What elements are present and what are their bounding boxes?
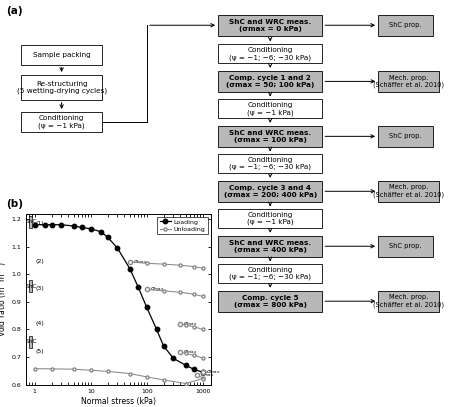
FancyBboxPatch shape [29, 216, 32, 228]
Text: $\sigma_\mathregular{max}$: $\sigma_\mathregular{max}$ [200, 371, 215, 379]
Text: ShC and WRC meas.
(σmax = 400 kPa): ShC and WRC meas. (σmax = 400 kPa) [229, 240, 311, 253]
FancyBboxPatch shape [21, 112, 102, 132]
Y-axis label: Void ratio (m$^3$ m$^{-3}$): Void ratio (m$^3$ m$^{-3}$) [0, 261, 9, 337]
Text: ShC prop.: ShC prop. [389, 133, 421, 139]
FancyBboxPatch shape [378, 181, 439, 202]
FancyBboxPatch shape [218, 71, 322, 92]
Text: (a): (a) [6, 6, 22, 16]
FancyBboxPatch shape [218, 209, 322, 228]
FancyBboxPatch shape [29, 280, 32, 292]
Text: (3): (3) [36, 286, 45, 291]
Text: ShC: ShC [26, 219, 37, 224]
Text: Comp. cycle 3 and 4
(σmax = 200; 400 kPa): Comp. cycle 3 and 4 (σmax = 200; 400 kPa… [224, 185, 317, 198]
Text: Conditioning
(ψ = −1; −6; −30 kPa): Conditioning (ψ = −1; −6; −30 kPa) [229, 47, 311, 61]
Text: Sample packing: Sample packing [33, 52, 91, 58]
FancyBboxPatch shape [218, 99, 322, 118]
FancyBboxPatch shape [29, 336, 32, 348]
Text: (4): (4) [36, 321, 45, 326]
Text: ShC prop.: ShC prop. [389, 243, 421, 249]
FancyBboxPatch shape [378, 236, 432, 257]
FancyBboxPatch shape [21, 45, 102, 65]
Text: $\sigma_\mathregular{max}$: $\sigma_\mathregular{max}$ [133, 258, 147, 266]
FancyBboxPatch shape [378, 15, 432, 36]
Text: Re-structuring
(5 wetting-drying cycles): Re-structuring (5 wetting-drying cycles) [17, 81, 107, 94]
Legend: Loading, Unloading: Loading, Unloading [157, 217, 208, 234]
Text: Conditioning
(ψ = −1 kPa): Conditioning (ψ = −1 kPa) [38, 115, 85, 129]
Text: (2): (2) [36, 259, 45, 264]
Text: Conditioning
(ψ = −1; −6; −30 kPa): Conditioning (ψ = −1; −6; −30 kPa) [229, 267, 311, 280]
Text: $\sigma_\mathregular{max}$: $\sigma_\mathregular{max}$ [149, 286, 164, 293]
Text: (b): (b) [6, 199, 23, 210]
FancyBboxPatch shape [218, 154, 322, 173]
FancyBboxPatch shape [378, 291, 439, 312]
FancyBboxPatch shape [218, 15, 322, 36]
FancyBboxPatch shape [218, 44, 322, 63]
FancyBboxPatch shape [378, 71, 439, 92]
Text: ShC prop.: ShC prop. [389, 22, 421, 28]
Text: Mech. prop.
(Schäffer et al. 2010): Mech. prop. (Schäffer et al. 2010) [373, 74, 444, 88]
FancyBboxPatch shape [218, 126, 322, 147]
FancyBboxPatch shape [218, 181, 322, 202]
FancyBboxPatch shape [218, 291, 322, 312]
Text: ShC and WRC meas.
(σmax = 100 kPa): ShC and WRC meas. (σmax = 100 kPa) [229, 130, 311, 143]
Text: Comp. cycle 1 and 2
(σmax = 50; 100 kPa): Comp. cycle 1 and 2 (σmax = 50; 100 kPa) [226, 75, 314, 88]
Text: ShC: ShC [26, 284, 37, 289]
Text: $\sigma_\mathregular{max}$: $\sigma_\mathregular{max}$ [206, 368, 220, 376]
Text: (5): (5) [36, 349, 45, 354]
X-axis label: Normal stress (kPa): Normal stress (kPa) [81, 397, 156, 406]
FancyBboxPatch shape [218, 264, 322, 283]
FancyBboxPatch shape [378, 126, 432, 147]
Text: Conditioning
(ψ = −1; −6; −30 kPa): Conditioning (ψ = −1; −6; −30 kPa) [229, 157, 311, 171]
Text: $\sigma_\mathregular{max}$: $\sigma_\mathregular{max}$ [183, 320, 198, 328]
Text: Mech. prop.
(Schäffer et al. 2010): Mech. prop. (Schäffer et al. 2010) [373, 294, 444, 308]
Text: $\sigma_\mathregular{max}$: $\sigma_\mathregular{max}$ [183, 348, 198, 356]
Text: (1): (1) [36, 221, 45, 226]
FancyBboxPatch shape [218, 236, 322, 257]
Text: Comp. cycle 5
(σmax = 800 kPa): Comp. cycle 5 (σmax = 800 kPa) [234, 295, 307, 308]
Text: Mech. prop.
(Schäffer et al. 2010): Mech. prop. (Schäffer et al. 2010) [373, 184, 444, 198]
Text: Conditioning
(ψ = −1 kPa): Conditioning (ψ = −1 kPa) [247, 102, 293, 116]
Text: ShC and WRC meas.
(σmax = 0 kPa): ShC and WRC meas. (σmax = 0 kPa) [229, 19, 311, 32]
Text: ShC: ShC [26, 339, 37, 344]
Text: Conditioning
(ψ = −1 kPa): Conditioning (ψ = −1 kPa) [247, 212, 293, 225]
FancyBboxPatch shape [21, 75, 102, 100]
